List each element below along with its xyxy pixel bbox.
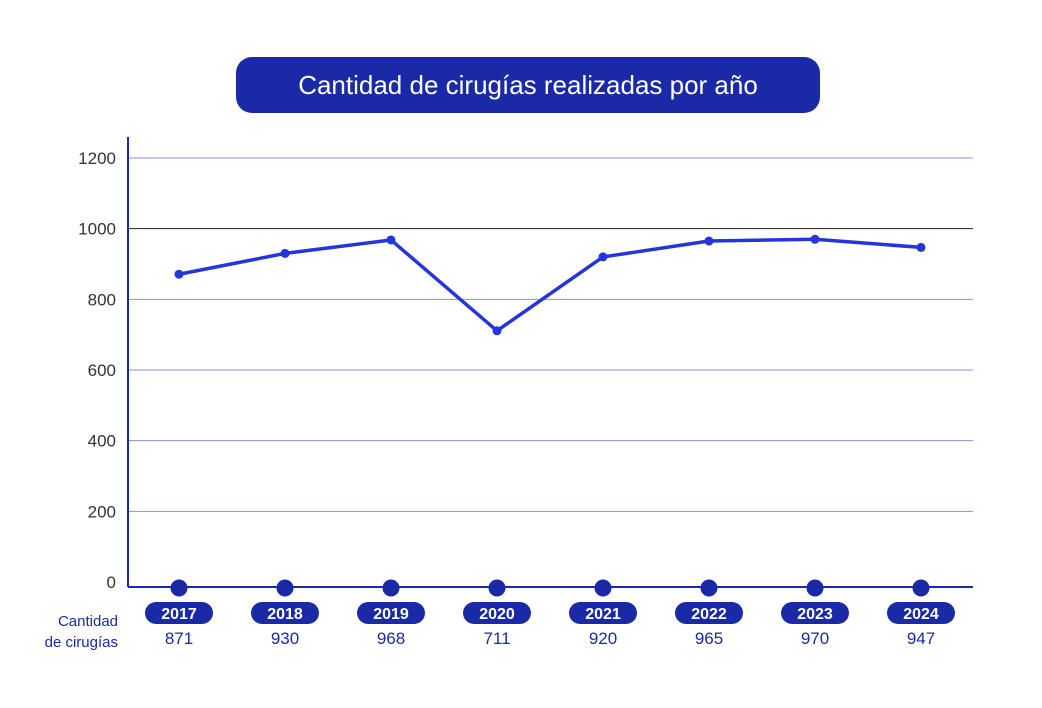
y-tick-label-1000: 1000 bbox=[78, 220, 116, 239]
y-tick-label-600: 600 bbox=[88, 361, 116, 380]
x-tick-pill-2023 bbox=[781, 602, 849, 624]
x-tick-pill-2018 bbox=[251, 602, 319, 624]
y-tick-label-800: 800 bbox=[88, 290, 116, 309]
x-tick-pill-2017 bbox=[145, 602, 213, 624]
row-label: Cantidad de cirugías bbox=[6, 611, 118, 653]
x-tick-label-2017: 2017 bbox=[161, 606, 197, 623]
data-point-2017 bbox=[174, 269, 184, 279]
x-axis-marker-2020 bbox=[488, 579, 506, 597]
y-tick-label-400: 400 bbox=[88, 432, 116, 451]
x-tick-label-2020: 2020 bbox=[479, 606, 515, 623]
x-axis-marker-2019 bbox=[382, 579, 400, 597]
data-label-2017: 871 bbox=[165, 629, 193, 648]
x-tick-label-2024: 2024 bbox=[903, 606, 939, 623]
series-line bbox=[177, 237, 923, 333]
data-label-2018: 930 bbox=[271, 629, 299, 648]
x-axis-marker-2024 bbox=[912, 579, 930, 597]
data-label-2019: 968 bbox=[377, 629, 405, 648]
data-label-2021: 920 bbox=[589, 629, 617, 648]
x-tick-pill-2024 bbox=[887, 602, 955, 624]
data-point-2020 bbox=[492, 326, 502, 336]
data-point-2021 bbox=[598, 252, 608, 262]
x-axis-marker-2023 bbox=[806, 579, 824, 597]
y-tick-label-1200: 1200 bbox=[78, 149, 116, 168]
data-point-2019 bbox=[386, 235, 396, 245]
x-axis-marker-2017 bbox=[170, 579, 188, 597]
x-tick-label-2019: 2019 bbox=[373, 606, 409, 623]
data-label-2024: 947 bbox=[907, 629, 935, 648]
x-tick-label-2021: 2021 bbox=[585, 606, 621, 623]
y-tick-label-0: 0 bbox=[107, 573, 116, 592]
x-axis-marker-2018 bbox=[276, 579, 294, 597]
data-point-2022 bbox=[704, 236, 714, 246]
x-tick-pill-2019 bbox=[357, 602, 425, 624]
y-tick-label-200: 200 bbox=[88, 502, 116, 521]
x-tick-pill-2021 bbox=[569, 602, 637, 624]
x-tick-label-2023: 2023 bbox=[797, 606, 833, 623]
x-axis-marker-2021 bbox=[594, 579, 612, 597]
data-point-2018 bbox=[280, 248, 290, 258]
data-label-2022: 965 bbox=[695, 629, 723, 648]
row-label-line1: Cantidad bbox=[57, 613, 118, 630]
x-tick-label-2018: 2018 bbox=[267, 606, 303, 623]
x-axis-marker-2022 bbox=[700, 579, 718, 597]
x-tick-pill-2022 bbox=[675, 602, 743, 624]
data-label-2023: 970 bbox=[801, 629, 829, 648]
x-tick-label-2022: 2022 bbox=[691, 606, 727, 623]
row-label-line2: de cirugías bbox=[44, 634, 118, 651]
data-label-2020: 711 bbox=[483, 629, 510, 648]
chart-title: Cantidad de cirugías realizadas por año bbox=[236, 57, 820, 113]
data-point-2024 bbox=[916, 242, 926, 252]
data-point-2023 bbox=[810, 234, 820, 244]
x-tick-pill-2020 bbox=[463, 602, 531, 624]
